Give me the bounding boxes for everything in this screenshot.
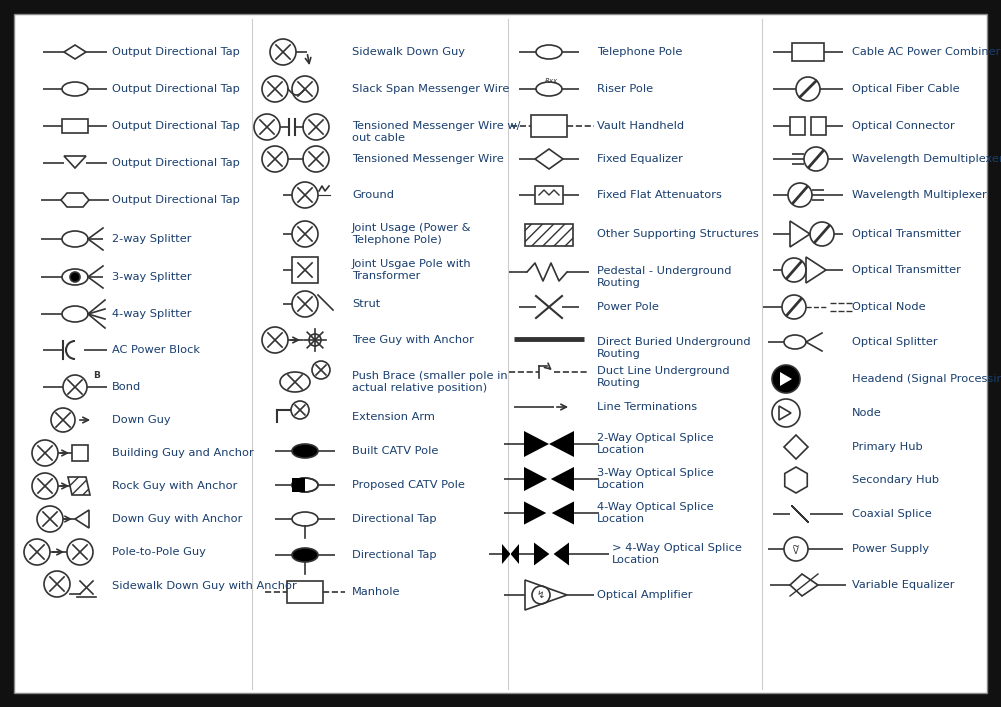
Text: Optical Transmitter: Optical Transmitter [852,265,961,275]
Text: Cable AC Power Combiner: Cable AC Power Combiner [852,47,1000,57]
Text: Joint Usage (Power &
Telephone Pole): Joint Usage (Power & Telephone Pole) [352,223,471,245]
Text: Optical Fiber Cable: Optical Fiber Cable [852,84,960,94]
Text: Primary Hub: Primary Hub [852,442,923,452]
Text: Directional Tap: Directional Tap [352,514,436,524]
Polygon shape [524,500,574,526]
Polygon shape [524,431,574,457]
Text: Optical Splitter: Optical Splitter [852,337,938,347]
Ellipse shape [292,548,318,562]
Text: Sidewalk Down Guy: Sidewalk Down Guy [352,47,465,57]
Text: > 4-Way Optical Splice
Location: > 4-Way Optical Splice Location [612,543,742,565]
Text: 2-Way Optical Splice
Location: 2-Way Optical Splice Location [597,433,714,455]
Text: Power Supply: Power Supply [852,544,929,554]
Text: Duct Line Underground
Routing: Duct Line Underground Routing [597,366,730,388]
Text: Output Directional Tap: Output Directional Tap [112,84,240,94]
Text: Slack Span Messenger Wire: Slack Span Messenger Wire [352,84,510,94]
Bar [790,117,805,135]
Text: AC Power Block: AC Power Block [112,345,200,355]
Text: Node: Node [852,408,882,418]
Text: Down Guy: Down Guy [112,415,170,425]
Text: Wavelength Demultiplexer: Wavelength Demultiplexer [852,154,1001,164]
Text: Output Directional Tap: Output Directional Tap [112,158,240,168]
Circle shape [70,272,80,282]
Bar [792,43,824,61]
Text: Manhole: Manhole [352,587,400,597]
Text: Directional Tap: Directional Tap [352,550,436,560]
Text: Fixed Equalizer: Fixed Equalizer [597,154,683,164]
Text: ~: ~ [792,542,800,552]
Text: 3-Way Optical Splice
Location: 3-Way Optical Splice Location [597,468,714,490]
Text: Line Terminations: Line Terminations [597,402,697,412]
Text: 3-way Splitter: 3-way Splitter [112,272,191,282]
Text: Push Brace (smaller pole in
actual relative position): Push Brace (smaller pole in actual relat… [352,370,508,393]
Bar [287,581,323,603]
Polygon shape [292,478,305,492]
Text: Power Pole: Power Pole [597,302,659,312]
Text: Tensioned Messenger Wire w/
out cable: Tensioned Messenger Wire w/ out cable [352,121,521,144]
Text: Direct Buried Underground
Routing: Direct Buried Underground Routing [597,337,751,359]
Text: Optical Connector: Optical Connector [852,121,955,131]
Text: Ground: Ground [352,190,394,200]
Text: Rock Guy with Anchor: Rock Guy with Anchor [112,481,237,491]
Text: Proposed CATV Pole: Proposed CATV Pole [352,480,464,490]
Text: 2-way Splitter: 2-way Splitter [112,234,191,244]
Text: Telephone Pole: Telephone Pole [597,47,683,57]
Text: Rxx: Rxx [545,78,559,84]
Text: 4-way Splitter: 4-way Splitter [112,309,191,319]
Text: B: B [93,371,100,380]
Text: Pole-to-Pole Guy: Pole-to-Pole Guy [112,547,206,557]
Bar [292,257,318,283]
Polygon shape [525,224,573,246]
Circle shape [772,365,800,393]
Text: ↯: ↯ [537,590,546,600]
Text: Optical Amplifier: Optical Amplifier [597,590,693,600]
Polygon shape [780,372,792,386]
Text: V: V [793,547,799,556]
Text: Bond: Bond [112,382,141,392]
Text: Secondary Hub: Secondary Hub [852,475,939,485]
Bar [62,119,88,133]
Text: Pedestal - Underground
Routing: Pedestal - Underground Routing [597,266,732,288]
Bar [72,445,88,461]
Text: Strut: Strut [352,299,380,309]
Text: Built CATV Pole: Built CATV Pole [352,446,438,456]
Text: Optical Node: Optical Node [852,302,926,312]
Polygon shape [524,466,574,492]
Text: Coaxial Splice: Coaxial Splice [852,509,932,519]
Polygon shape [502,544,519,564]
Text: Fixed Flat Attenuators: Fixed Flat Attenuators [597,190,722,200]
Text: Variable Equalizer: Variable Equalizer [852,580,955,590]
Text: Tensioned Messenger Wire: Tensioned Messenger Wire [352,154,504,164]
Text: Output Directional Tap: Output Directional Tap [112,47,240,57]
Bar [535,186,563,204]
Text: Joint Usgae Pole with
Transformer: Joint Usgae Pole with Transformer [352,259,471,281]
Text: Wavelength Multiplexer: Wavelength Multiplexer [852,190,987,200]
Text: Sidewalk Down Guy with Anchor: Sidewalk Down Guy with Anchor [112,581,296,591]
Polygon shape [534,541,569,567]
Text: Extension Arm: Extension Arm [352,412,434,422]
Text: Other Supporting Structures: Other Supporting Structures [597,229,759,239]
Text: Headend (Signal Processing): Headend (Signal Processing) [852,374,1001,384]
Text: Vault Handheld: Vault Handheld [597,121,684,131]
Bar [531,115,567,137]
Ellipse shape [292,444,318,458]
Text: Optical Transmitter: Optical Transmitter [852,229,961,239]
Text: 4-Way Optical Splice
Location: 4-Way Optical Splice Location [597,502,714,524]
Bar [811,117,826,135]
Text: Tree Guy with Anchor: Tree Guy with Anchor [352,335,473,345]
Polygon shape [68,477,90,495]
Text: Riser Pole: Riser Pole [597,84,653,94]
Text: Output Directional Tap: Output Directional Tap [112,121,240,131]
Text: Down Guy with Anchor: Down Guy with Anchor [112,514,242,524]
Text: Output Directional Tap: Output Directional Tap [112,195,240,205]
Text: Building Guy and Anchor: Building Guy and Anchor [112,448,253,458]
